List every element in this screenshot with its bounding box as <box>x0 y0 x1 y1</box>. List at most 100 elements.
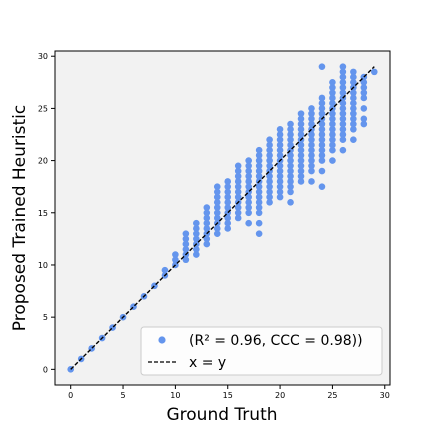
y-tick-label: 15 <box>38 209 48 218</box>
data-point <box>339 99 347 107</box>
data-point <box>224 188 232 196</box>
data-point <box>360 89 368 97</box>
data-point <box>287 188 294 196</box>
y-tick-label: 0 <box>43 365 48 374</box>
data-point <box>224 214 232 222</box>
data-point <box>234 162 242 170</box>
data-point <box>276 167 284 175</box>
y-axis-ticks: 0 5 10 15 20 25 30 <box>38 52 55 374</box>
y-axis-title: Proposed Trained Heuristic <box>10 105 30 331</box>
data-point <box>266 183 273 190</box>
data-point <box>329 131 336 138</box>
data-point <box>224 183 232 190</box>
data-point <box>287 131 294 138</box>
data-point <box>308 152 315 159</box>
data-point <box>318 152 326 159</box>
data-point <box>339 73 347 81</box>
data-point <box>203 204 211 211</box>
x-tick-label: 0 <box>68 391 73 400</box>
data-point <box>329 125 336 133</box>
data-point <box>255 152 263 159</box>
data-point <box>276 188 284 196</box>
y-tick-label: 20 <box>38 157 48 166</box>
data-point <box>203 225 211 232</box>
x-axis-title: Ground Truth <box>166 405 277 425</box>
data-point <box>245 183 252 190</box>
data-point <box>297 115 305 123</box>
data-point <box>224 219 232 227</box>
data-point <box>297 162 305 170</box>
data-point <box>318 94 326 102</box>
data-point <box>255 230 263 237</box>
data-point <box>266 193 273 201</box>
data-point <box>308 115 315 123</box>
data-point <box>287 157 294 164</box>
data-point <box>287 172 294 180</box>
data-point <box>297 146 305 154</box>
data-point <box>308 136 315 144</box>
data-point <box>255 204 263 211</box>
data-point <box>234 183 242 190</box>
data-point <box>350 110 357 117</box>
data-point <box>182 256 190 264</box>
x-tick-label: 5 <box>121 391 126 400</box>
data-point <box>203 235 211 243</box>
data-point <box>371 68 378 76</box>
data-point <box>318 183 326 190</box>
data-point <box>318 63 326 70</box>
data-point <box>255 162 263 170</box>
data-point <box>318 99 326 107</box>
data-point <box>213 225 221 232</box>
data-point <box>297 120 305 128</box>
data-point <box>213 183 221 190</box>
data-point <box>193 219 200 227</box>
y-tick-label: 30 <box>38 52 48 61</box>
data-point <box>255 188 263 196</box>
data-point <box>350 120 357 128</box>
data-point <box>339 105 347 112</box>
data-point <box>193 235 200 243</box>
x-tick-label: 20 <box>275 391 285 400</box>
data-point <box>224 225 232 232</box>
data-point <box>234 188 242 196</box>
data-point <box>318 120 326 128</box>
data-point <box>350 99 357 107</box>
data-point <box>245 162 252 170</box>
data-point <box>297 125 305 133</box>
data-point <box>266 136 273 144</box>
data-point <box>224 193 232 201</box>
data-point <box>308 178 315 185</box>
plot-frame <box>54 50 391 386</box>
legend-label-line: x = y <box>189 355 226 371</box>
y-tick-label: 10 <box>38 261 48 270</box>
data-point <box>308 131 315 138</box>
data-point <box>213 199 221 206</box>
data-point <box>308 146 315 154</box>
data-point <box>318 131 326 138</box>
data-point <box>297 110 305 117</box>
data-point <box>297 152 305 159</box>
data-point <box>182 235 190 243</box>
data-point <box>266 172 273 180</box>
data-point <box>266 146 273 154</box>
data-point <box>234 204 242 211</box>
data-point <box>234 214 242 222</box>
data-point <box>213 209 221 217</box>
data-point <box>172 256 179 264</box>
data-point <box>339 84 347 91</box>
data-point <box>255 193 263 201</box>
data-point <box>224 204 232 211</box>
data-point <box>318 146 326 154</box>
data-point <box>182 240 190 248</box>
data-point <box>329 110 336 117</box>
data-point <box>255 199 263 206</box>
legend-box <box>140 326 383 376</box>
data-point <box>213 193 221 201</box>
data-point <box>329 146 336 154</box>
data-point <box>287 152 294 159</box>
data-point <box>287 183 294 190</box>
data-point <box>287 125 294 133</box>
data-point <box>276 152 284 159</box>
